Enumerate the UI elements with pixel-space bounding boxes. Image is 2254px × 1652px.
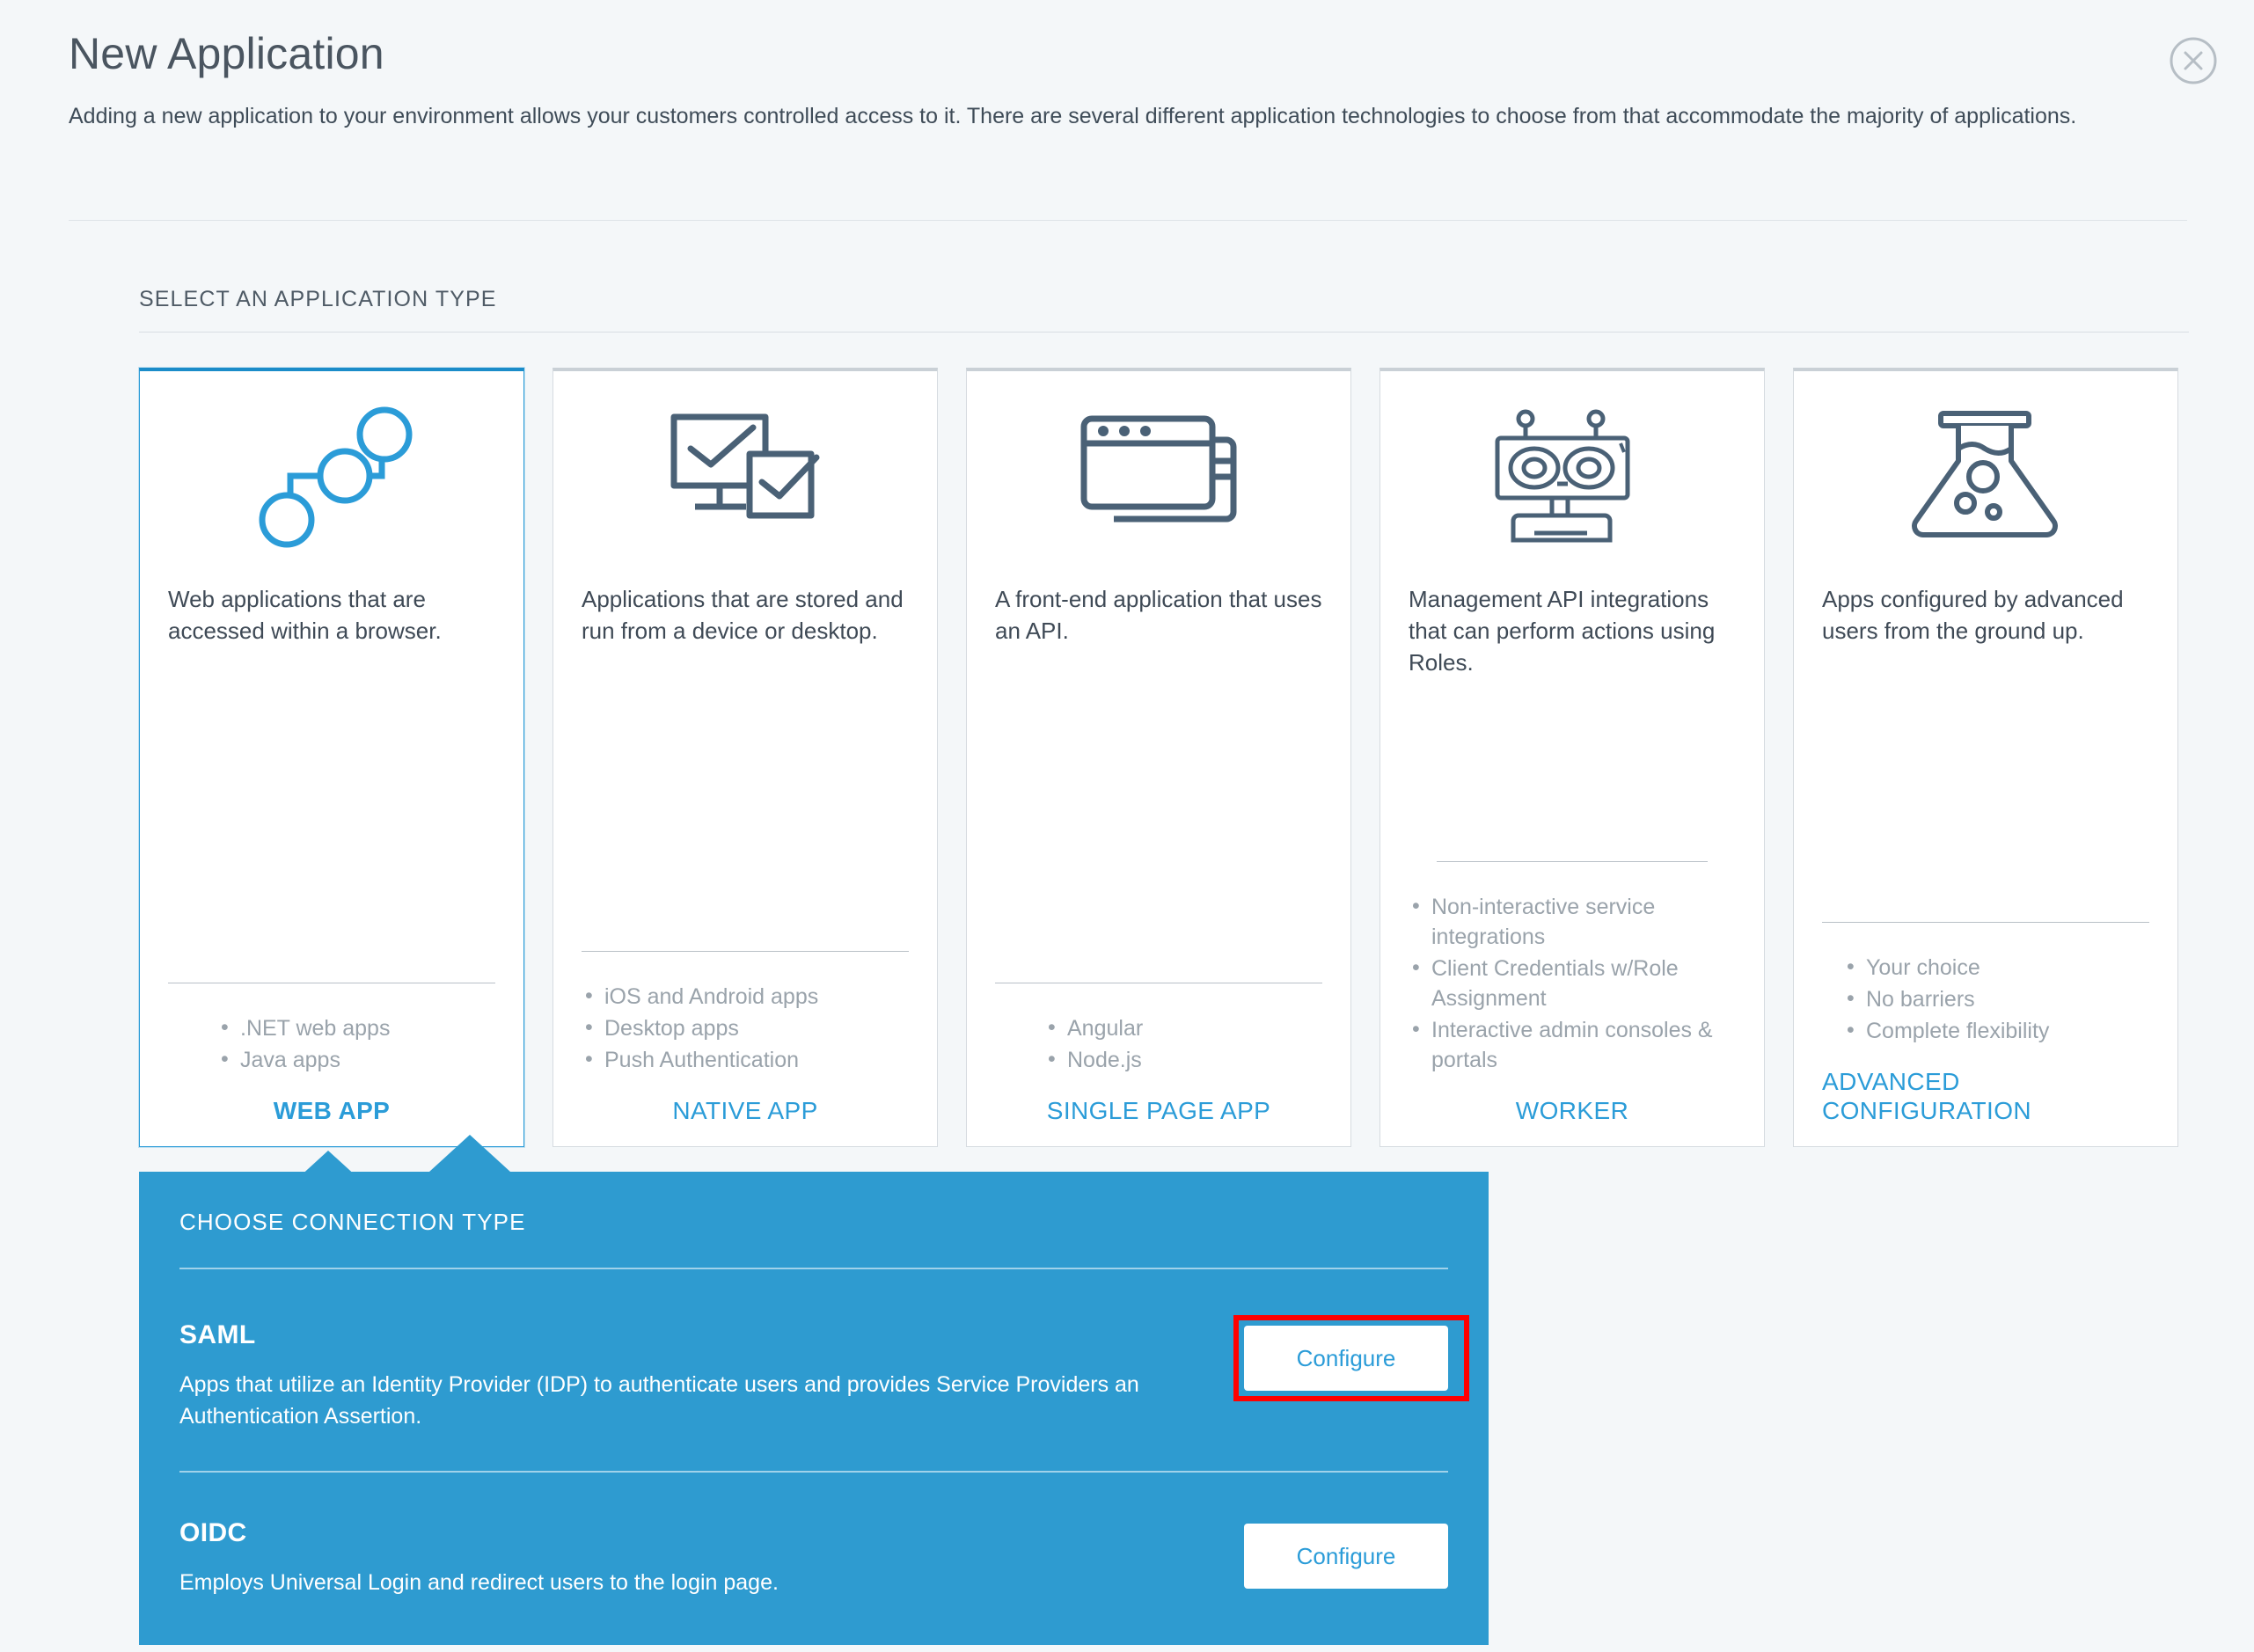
list-item: No barriers <box>1843 983 2149 1014</box>
configure-button-oidc[interactable]: Configure <box>1244 1524 1448 1589</box>
card-label-advanced-configuration[interactable]: ADVANCED CONFIGURATION <box>1822 1067 2032 1124</box>
card-description: Apps configured by advanced users from t… <box>1822 586 2124 644</box>
application-type-cards: Web applications that are accessed withi… <box>139 368 2178 1188</box>
app-type-card-worker[interactable]: Management API integrations that can per… <box>1379 368 1765 1147</box>
connection-option-oidc: OIDC Employs Universal Login and redirec… <box>179 1518 1448 1599</box>
app-type-card-advanced-configuration[interactable]: Apps configured by advanced users from t… <box>1793 368 2178 1147</box>
connection-option-name: OIDC <box>179 1518 247 1547</box>
card-bullet-list: .NET web apps Java apps <box>168 1012 495 1077</box>
card-spacer <box>1409 679 1736 861</box>
connection-option-saml: SAML Apps that utilize an Identity Provi… <box>179 1315 1469 1432</box>
list-item: Your choice <box>1843 952 2149 983</box>
connection-option-name: SAML <box>179 1320 256 1349</box>
connection-panel-divider-top <box>179 1268 1448 1269</box>
app-type-card-native-app[interactable]: Applications that are stored and run fro… <box>553 368 938 1147</box>
configure-button-highlight-saml: Configure <box>1233 1315 1469 1401</box>
list-item: Interactive admin consoles & portals <box>1409 1014 1736 1075</box>
configure-button-wrap-oidc: Configure <box>1244 1518 1448 1589</box>
list-item: Client Credentials w/Role Assignment <box>1409 953 1736 1013</box>
card-divider <box>1822 921 2149 923</box>
choose-connection-type-panel: CHOOSE CONNECTION TYPE SAML Apps that ut… <box>139 1135 1489 1645</box>
card-divider <box>582 950 909 952</box>
browser-windows-icon <box>995 387 1322 570</box>
card-bullet-list: iOS and Android apps Desktop apps Push A… <box>582 981 909 1077</box>
dialog-header: New Application Adding a new application… <box>69 30 2189 133</box>
page-subtitle: Adding a new application to your environ… <box>69 104 2077 128</box>
network-nodes-icon <box>168 387 495 570</box>
card-spacer <box>582 647 909 951</box>
list-item: Node.js <box>1044 1044 1322 1075</box>
connection-option-description: Employs Universal Login and redirect use… <box>179 1570 779 1595</box>
card-spacer <box>1822 647 2149 922</box>
list-item: Desktop apps <box>582 1012 909 1043</box>
list-item: Non-interactive service integrations <box>1409 891 1736 952</box>
list-item: Java apps <box>217 1044 495 1075</box>
app-type-card-web-app[interactable]: Web applications that are accessed withi… <box>139 368 524 1188</box>
close-icon[interactable] <box>2168 35 2219 86</box>
list-item: iOS and Android apps <box>582 981 909 1012</box>
list-item: Push Authentication <box>582 1044 909 1075</box>
page-title: New Application <box>69 29 384 78</box>
configure-button-saml[interactable]: Configure <box>1244 1326 1448 1391</box>
connection-panel-divider-middle <box>179 1471 1448 1473</box>
card-description: Web applications that are accessed withi… <box>168 586 442 644</box>
card-label-single-page-app[interactable]: SINGLE PAGE APP <box>1046 1096 1271 1124</box>
connection-option-description: Apps that utilize an Identity Provider (… <box>179 1372 1139 1429</box>
card-description: A front-end application that uses an API… <box>995 586 1322 644</box>
card-spacer <box>995 647 1322 983</box>
card-label-web-app[interactable]: WEB APP <box>273 1096 391 1124</box>
app-type-card-single-page-app[interactable]: A front-end application that uses an API… <box>966 368 1351 1147</box>
section-heading: SELECT AN APPLICATION TYPE <box>139 287 497 311</box>
card-bullet-list: Non-interactive service integrations Cli… <box>1409 891 1736 1077</box>
connection-panel-title: CHOOSE CONNECTION TYPE <box>179 1209 526 1235</box>
header-divider <box>69 220 2187 221</box>
card-divider <box>1437 860 1708 862</box>
monitor-checkmark-icon <box>582 387 909 570</box>
card-spacer <box>168 647 495 983</box>
robot-icon <box>1409 387 1736 570</box>
card-description: Management API integrations that can per… <box>1409 586 1716 676</box>
flask-icon <box>1822 387 2149 570</box>
list-item: Complete flexibility <box>1843 1015 2149 1046</box>
connection-option-text: SAML Apps that utilize an Identity Provi… <box>179 1320 1147 1432</box>
section-divider <box>139 332 2189 333</box>
list-item: .NET web apps <box>217 1012 495 1043</box>
card-label-worker[interactable]: WORKER <box>1515 1096 1629 1124</box>
card-bullet-list: Angular Node.js <box>995 1012 1322 1077</box>
card-description: Applications that are stored and run fro… <box>582 586 904 644</box>
panel-pointer-arrow <box>429 1135 510 1172</box>
card-label-native-app[interactable]: NATIVE APP <box>672 1096 818 1124</box>
connection-option-text: OIDC Employs Universal Login and redirec… <box>179 1518 779 1599</box>
card-bullet-list: Your choice No barriers Complete flexibi… <box>1822 952 2149 1048</box>
list-item: Angular <box>1044 1012 1322 1043</box>
